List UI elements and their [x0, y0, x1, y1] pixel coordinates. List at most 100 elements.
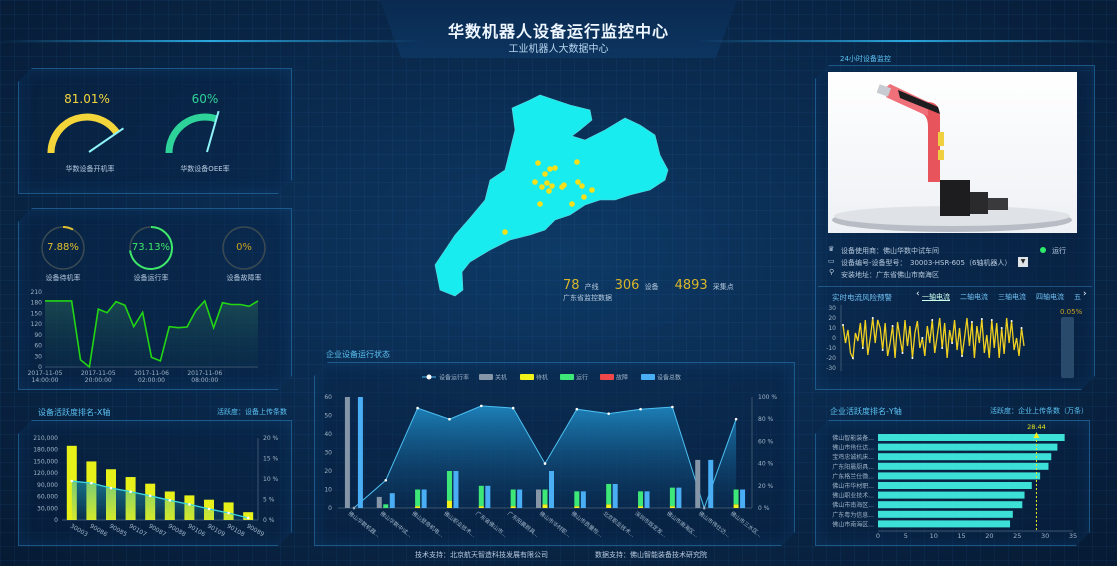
tab-axis-4[interactable]: 四轴电流 [1036, 293, 1064, 301]
y2-tick-label: 100 % [758, 394, 777, 401]
ring-progress [129, 226, 173, 270]
current-point [1020, 327, 1023, 329]
current-point [911, 357, 914, 359]
x-tick-label: 20:00:00 [85, 377, 112, 384]
map-site-marker [561, 182, 567, 188]
legend-swatch [600, 374, 614, 380]
y-tick-label: 佛山职业技术... [832, 492, 874, 500]
header-line-left [0, 40, 420, 42]
map-site-marker [552, 165, 558, 171]
bar-running [383, 504, 389, 508]
legend-label: 待机 [536, 374, 548, 382]
bar-total [644, 491, 650, 508]
y2-tick-label: 80 % [758, 416, 774, 423]
bar-off [536, 489, 541, 508]
y-tick-label: -10 [826, 345, 836, 352]
x-tick-label: 佛山登奇机电... [410, 509, 445, 539]
y-tick-label: 150 [31, 310, 43, 317]
share-point [70, 479, 74, 483]
ring-track [41, 226, 85, 270]
x-tick-label: 02:00:00 [138, 377, 165, 384]
y-tick-label: 90,000 [37, 482, 58, 489]
bar-standby [669, 506, 675, 508]
tab-axis-1[interactable]: 一轴电流 [922, 293, 950, 301]
legend-swatch [641, 374, 655, 380]
x-tick-label: 2017-11-05 [81, 370, 116, 377]
bar-total [421, 489, 427, 508]
trend-line [45, 299, 259, 369]
current-point [881, 349, 884, 351]
x-tick-label: 35 [1069, 532, 1077, 540]
map-site-marker [574, 159, 580, 165]
y-tick-label: 20 [324, 468, 332, 475]
x-tick-label: 90107 [128, 523, 148, 539]
y-tick-label: 30,000 [37, 505, 58, 512]
map-site-marker [532, 179, 538, 185]
bar-running [478, 485, 484, 507]
y2-tick-label: 20 % [758, 483, 774, 490]
share-point [188, 503, 191, 506]
x-rank-panel [18, 420, 292, 546]
current-point [931, 319, 934, 321]
average-label: 28.44 [1027, 423, 1046, 431]
current-point [842, 324, 844, 326]
bar [878, 434, 1065, 441]
bar [878, 472, 1041, 480]
tab-axis-3[interactable]: 三轴电流 [998, 293, 1026, 301]
x-rank-note: 活跃度：设备上传条数 [217, 408, 287, 416]
x-tick-label: 30003 [69, 523, 89, 539]
bar-running [733, 489, 739, 505]
bar-total [517, 489, 523, 508]
map-site-marker [549, 183, 555, 189]
rate-point [384, 478, 388, 482]
x-tick-label: 佛山华数机器... [347, 509, 382, 539]
tab-axis-5[interactable]: 五 [1074, 293, 1081, 301]
tab-prev-arrow[interactable]: ‹ [916, 289, 920, 299]
legend-label: 关机 [495, 374, 507, 382]
bar-running [638, 491, 644, 507]
bar-total [549, 471, 554, 508]
gauge-value-oee: 60% [191, 92, 219, 106]
bar [878, 482, 1032, 489]
y-tick-label: 佛山市南海区... [832, 520, 874, 528]
x-tick-label: 10 [930, 532, 938, 540]
current-point [861, 347, 864, 349]
tab-axis-2[interactable]: 二轴电流 [960, 293, 988, 301]
y-tick-label: 0 [832, 335, 836, 342]
map-site-marker [547, 166, 553, 172]
gauge-needle [206, 110, 220, 153]
trend-area [45, 300, 258, 367]
robot-image [828, 72, 1077, 233]
stat-lines: 78 产线 [563, 274, 599, 293]
divider [818, 286, 1092, 287]
model-dropdown-button[interactable]: ▼ [1018, 257, 1028, 267]
y-tick-label: 广东粤为信息... [832, 511, 874, 519]
x-tick-label: 90108 [226, 523, 246, 539]
bar [243, 512, 254, 520]
tab-next-arrow[interactable]: › [1083, 289, 1087, 299]
share-point [109, 486, 113, 490]
rate-point [734, 417, 738, 421]
x-tick-label: 2017-11-05 [28, 370, 63, 377]
rate-point [511, 406, 515, 410]
stat-points-value: 4893 [674, 278, 708, 293]
x-tick-label: 佛山华数中试... [379, 509, 414, 539]
header-line-right [697, 40, 1117, 42]
stat-devices-value: 306 [614, 278, 640, 293]
y-tick-label: 0 [54, 517, 58, 524]
current-point [1000, 327, 1003, 329]
x-tick-label: 90088 [167, 523, 187, 539]
x-tick-label: 5 [904, 532, 908, 540]
y-tick-label: 10 [828, 325, 836, 332]
legend-swatch [560, 374, 574, 380]
y-tick-label: 佛山市华材职... [832, 482, 874, 490]
ring-track [222, 226, 266, 270]
ring-value-fault: 0% [236, 242, 252, 253]
x-tick-label: 08:00:00 [191, 377, 218, 384]
x-tick-label: 15 [957, 532, 965, 540]
bar-standby [574, 506, 580, 508]
y-tick-label: 30 [324, 450, 332, 457]
bar [878, 501, 1023, 509]
bar-standby [510, 506, 516, 508]
share-point [246, 516, 250, 520]
